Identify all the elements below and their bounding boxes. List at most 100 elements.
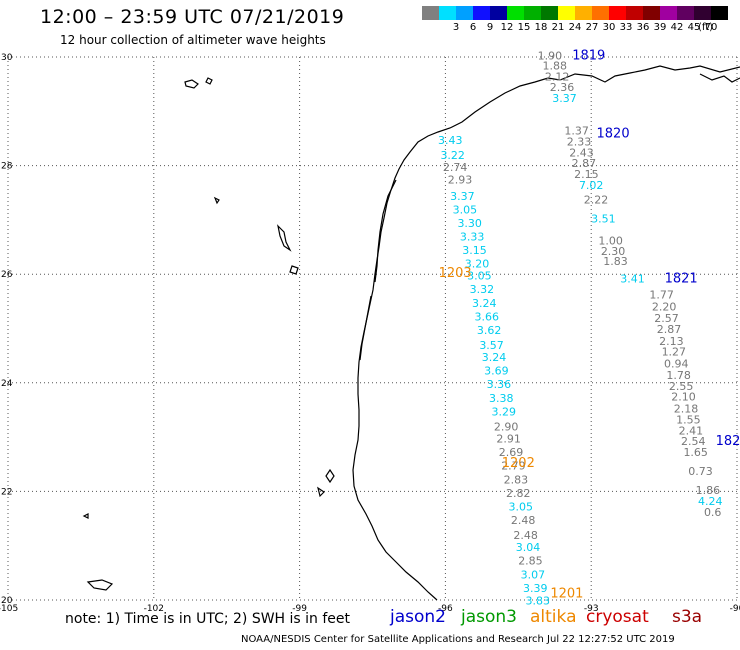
wave-height-value: 2.33: [567, 136, 592, 149]
pass-number-label: 1822: [716, 434, 740, 449]
wave-height-value: 3.05: [467, 270, 492, 283]
scale-swatch: [507, 6, 524, 20]
pass-number-label: 1821: [665, 271, 698, 286]
scale-unit: (ft): [698, 22, 714, 33]
scale-swatch: [575, 6, 592, 20]
scale-label: 39: [653, 22, 667, 33]
wave-height-value: 3.33: [460, 231, 485, 244]
scale-swatch: [558, 6, 575, 20]
inland-lake-4: [289, 265, 299, 275]
wave-height-value: 2.79: [501, 460, 526, 473]
scale-label: 21: [551, 22, 565, 33]
scale-swatch: [456, 6, 473, 20]
map-grid: [7, 56, 738, 601]
wave-height-value: 2.83: [504, 473, 529, 486]
scale-swatch: [592, 6, 609, 20]
wave-height-value: 2.69: [499, 446, 524, 459]
wave-height-value: 3.66: [474, 310, 499, 323]
longitude-tick-label: -90: [730, 604, 740, 614]
wave-height-value: 3.30: [457, 217, 482, 230]
wave-height-value: 2.48: [513, 529, 538, 542]
scale-label: 24: [568, 22, 582, 33]
wave-height-value: 3.05: [453, 203, 478, 216]
scale-swatch: [422, 6, 439, 20]
wave-height-value: 2.18: [674, 403, 699, 416]
wave-height-value: 3.39: [523, 582, 548, 595]
scale-swatch: [490, 6, 507, 20]
scale-label: 27: [585, 22, 599, 33]
scale-swatch: [711, 6, 728, 20]
scale-swatch: [694, 6, 711, 20]
padre-island: [359, 295, 372, 361]
wave-height-value: 0.6: [704, 506, 722, 519]
satellite-legend-s3a: s3a: [672, 607, 703, 627]
wave-height-value: 2.30: [601, 245, 626, 258]
pass-number-label: 1820: [597, 126, 630, 141]
credit-footer: NOAA/NESDIS Center for Satellite Applica…: [241, 634, 675, 645]
units-note: note: 1) Time is in UTC; 2) SWH is in fe…: [65, 611, 351, 627]
wave-height-value: 2.54: [681, 435, 706, 448]
satellite-legend-jason2: jason2: [390, 607, 446, 627]
scale-swatch: [524, 6, 541, 20]
wave-height-value: 1.78: [666, 369, 691, 382]
wave-height-value: 3.69: [484, 365, 509, 378]
scale-label: 70: [704, 22, 718, 33]
latitude-tick-label: 24: [1, 379, 13, 389]
scale-swatch: [660, 6, 677, 20]
wave-height-value: 0.73: [688, 465, 713, 478]
wave-height-value: 4.24: [698, 495, 723, 508]
scale-swatch: [439, 6, 456, 20]
wave-height-value: 1.88: [543, 59, 568, 72]
wave-height-value: 3.37: [552, 92, 577, 105]
gulf-coastline: [352, 65, 740, 601]
longitude-tick-label: -93: [584, 604, 599, 614]
scale-swatch: [609, 6, 626, 20]
scale-label: 30: [602, 22, 616, 33]
wave-height-value: 2.43: [569, 146, 594, 159]
wave-height-value: 1.86: [696, 484, 721, 497]
wave-height-value: 3.38: [489, 392, 514, 405]
wave-height-value: 2.36: [550, 81, 575, 94]
scale-label: 36: [636, 22, 650, 33]
scale-label: 12: [500, 22, 514, 33]
pass-labels: 1819 1820 1203 1821 1202 1201 1822: [439, 49, 740, 602]
scale-label: 45: [687, 22, 701, 33]
inland-lake-2: [205, 77, 213, 85]
wave-height-value: 1.77: [649, 289, 674, 302]
wave-height-value: 3.43: [438, 134, 463, 147]
satellite-legend-altika: altika: [530, 607, 577, 627]
wave-height-value: 3.15: [462, 244, 487, 257]
wave-height-value: 3.24: [482, 351, 507, 364]
scale-label: 33: [619, 22, 633, 33]
wave-height-value: 3.83: [525, 594, 550, 607]
wave-height-value: 2.87: [572, 157, 597, 170]
scale-label: 15: [517, 22, 531, 33]
wave-height-value: 2.82: [506, 487, 531, 500]
satellite-legend-jason3: jason3: [461, 607, 517, 627]
wave-height-value: 1.27: [662, 346, 687, 359]
pass-number-label: 1203: [439, 266, 472, 281]
wave-height-value: 2.20: [652, 301, 677, 314]
scale-label: 42: [670, 22, 684, 33]
scale-label: 3: [452, 22, 460, 33]
texas-inner-coast: [374, 179, 397, 283]
wave-height-value: 1.90: [538, 50, 563, 63]
scale-swatch: [541, 6, 558, 20]
wave-height-value: 1.55: [676, 414, 701, 427]
wave-height-value: 3.37: [450, 190, 475, 203]
latitude-tick-label: 20: [1, 596, 13, 606]
wave-height-value: 3.62: [477, 324, 502, 337]
wave-height-value: 3.22: [440, 149, 465, 162]
wave-height-value: 2.90: [494, 421, 519, 434]
wave-height-value: 1.65: [683, 446, 708, 459]
wave-height-value: 2.74: [443, 161, 468, 174]
wave-height-value: 3.29: [491, 405, 516, 418]
louisiana-delta: [699, 73, 740, 83]
inland-lake-3: [277, 224, 292, 252]
reservoir-2: [317, 486, 325, 498]
coastline: [82, 65, 740, 601]
scale-swatch: [643, 6, 660, 20]
scale-label: 9: [486, 22, 494, 33]
latitude-tick-label: 22: [1, 487, 12, 497]
